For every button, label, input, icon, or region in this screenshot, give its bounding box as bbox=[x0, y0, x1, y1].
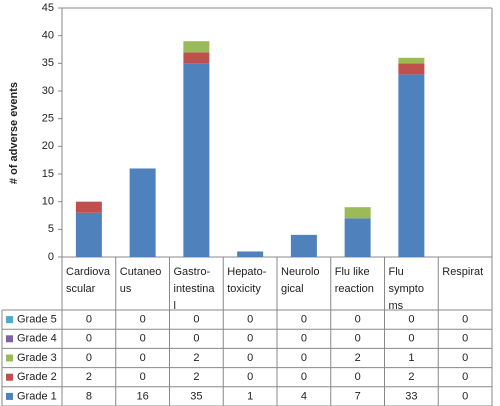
table-cell: 2 bbox=[193, 352, 199, 364]
x-tick-label: Flu like bbox=[335, 266, 370, 278]
bar-segment bbox=[183, 63, 210, 258]
table-cell: 0 bbox=[301, 371, 307, 383]
table-cell: 0 bbox=[301, 333, 307, 345]
table-cell: 0 bbox=[247, 333, 253, 345]
bar-segment bbox=[183, 52, 210, 64]
table-cell: 0 bbox=[140, 333, 146, 345]
legend-label: Grade 2 bbox=[17, 371, 57, 383]
y-axis-label: # of adverse events bbox=[8, 82, 20, 184]
y-tick-label: 40 bbox=[42, 30, 54, 42]
table-cell: 1 bbox=[247, 390, 253, 402]
x-tick-label: Respirat bbox=[442, 266, 483, 278]
legend-label: Grade 4 bbox=[17, 333, 57, 345]
y-tick-label: 35 bbox=[42, 57, 54, 69]
table-cell: 0 bbox=[301, 352, 307, 364]
bar-segment bbox=[75, 212, 102, 257]
y-tick-label: 45 bbox=[42, 2, 54, 14]
y-tick-label: 10 bbox=[42, 196, 54, 208]
y-tick-label: 0 bbox=[48, 251, 54, 263]
table-cell: 0 bbox=[86, 352, 92, 364]
bar-segment bbox=[398, 57, 425, 64]
bar-segment bbox=[75, 201, 102, 213]
legend-swatch bbox=[6, 335, 13, 343]
table-cell: 0 bbox=[247, 314, 253, 326]
table-cell: 2 bbox=[193, 371, 199, 383]
table-cell: 0 bbox=[193, 333, 199, 345]
x-tick-label: intestina bbox=[174, 283, 216, 295]
table-cell: 2 bbox=[355, 352, 361, 364]
table-cell: 8 bbox=[86, 390, 92, 402]
x-tick-label: Cardiova bbox=[66, 266, 111, 278]
table-cell: 0 bbox=[462, 371, 468, 383]
table-cell: 0 bbox=[86, 333, 92, 345]
x-tick-label: toxicity bbox=[227, 283, 261, 295]
table-cell: 0 bbox=[247, 352, 253, 364]
table-cell: 4 bbox=[301, 390, 307, 402]
table-cell: 0 bbox=[193, 314, 199, 326]
table-cell: 0 bbox=[140, 371, 146, 383]
table-cell: 0 bbox=[462, 314, 468, 326]
x-tick-label: Cutaneo bbox=[120, 266, 162, 278]
table-cell: 0 bbox=[462, 352, 468, 364]
y-tick-label: 15 bbox=[42, 168, 54, 180]
x-tick-label: reaction bbox=[335, 283, 374, 295]
table-cell: 2 bbox=[408, 371, 414, 383]
bar-segment bbox=[344, 207, 371, 219]
bar-segment bbox=[237, 251, 264, 257]
x-tick-label: Neurolo bbox=[281, 266, 320, 278]
bar-segment bbox=[129, 168, 156, 257]
legend-swatch bbox=[6, 354, 13, 362]
legend-swatch bbox=[6, 373, 13, 381]
table-cell: 0 bbox=[301, 314, 307, 326]
table-cell: 2 bbox=[86, 371, 92, 383]
x-tick-label: ms bbox=[389, 300, 404, 312]
x-tick-label: us bbox=[120, 283, 132, 295]
x-tick-label: gical bbox=[281, 283, 304, 295]
table-cell: 0 bbox=[140, 352, 146, 364]
table-cell: 7 bbox=[355, 390, 361, 402]
table-cell: 0 bbox=[462, 333, 468, 345]
table-cell: 0 bbox=[462, 390, 468, 402]
y-tick-label: 30 bbox=[42, 85, 54, 97]
table-cell: 0 bbox=[355, 371, 361, 383]
table-cell: 16 bbox=[137, 390, 149, 402]
x-tick-label: l bbox=[174, 300, 176, 312]
bar-segment bbox=[398, 74, 425, 258]
bar-segment bbox=[183, 41, 210, 53]
y-tick-label: 5 bbox=[48, 223, 54, 235]
table-cell: 0 bbox=[355, 333, 361, 345]
table-cell: 0 bbox=[355, 314, 361, 326]
table-cell: 0 bbox=[86, 314, 92, 326]
legend-swatch bbox=[6, 392, 13, 400]
table-cell: 1 bbox=[408, 352, 414, 364]
table-cell: 0 bbox=[408, 333, 414, 345]
table-cell: 0 bbox=[140, 314, 146, 326]
x-tick-label: sympto bbox=[389, 283, 424, 295]
x-tick-label: scular bbox=[66, 283, 96, 295]
table-cell: 33 bbox=[405, 390, 417, 402]
bar-segment bbox=[398, 63, 425, 75]
legend-label: Grade 1 bbox=[17, 390, 57, 402]
x-tick-label: Gastro- bbox=[174, 266, 211, 278]
y-tick-label: 20 bbox=[42, 140, 54, 152]
legend-label: Grade 5 bbox=[17, 314, 57, 326]
legend-label: Grade 3 bbox=[17, 352, 57, 364]
bar-segment bbox=[290, 234, 317, 257]
y-tick-label: 25 bbox=[42, 113, 54, 125]
table-cell: 0 bbox=[408, 314, 414, 326]
x-tick-label: Hepato- bbox=[227, 266, 266, 278]
legend-swatch bbox=[6, 316, 13, 324]
table-cell: 35 bbox=[190, 390, 202, 402]
bar-segment bbox=[344, 218, 371, 257]
table-cell: 0 bbox=[247, 371, 253, 383]
x-tick-label: Flu bbox=[389, 266, 404, 278]
